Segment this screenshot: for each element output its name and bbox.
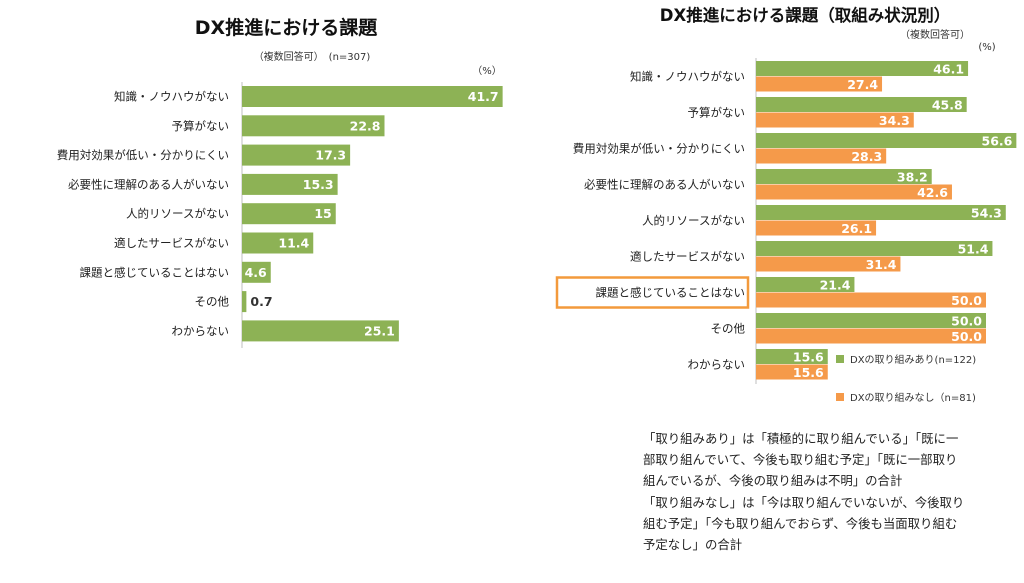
right-bar-with-dx <box>756 61 969 76</box>
right-category-label: 必要性に理解のある人がいない <box>584 178 745 192</box>
right-category-label: 予算がない <box>688 106 746 120</box>
right-bar-without-dx <box>756 364 828 380</box>
highlight-box <box>555 276 750 309</box>
right-value-label-without-dx: 50.0 <box>951 293 982 308</box>
right-value-label-with-dx: 50.0 <box>951 313 982 328</box>
right-category-label: その他 <box>711 322 746 336</box>
left-value-label: 41.7 <box>468 89 499 104</box>
right-value-label-without-dx: 34.3 <box>879 113 910 128</box>
right-category-label: 知識・ノウハウがない <box>630 70 745 84</box>
left-chart-title: DX推進における課題 <box>195 16 378 39</box>
right-bar-with-dx <box>756 277 855 292</box>
left-chart: 知識・ノウハウがない 41.7 予算がない 22.8 費用対効果が低い・分かりにくい 17… <box>57 82 503 348</box>
left-bar <box>242 320 399 342</box>
legend-label-with-dx: DXの取り組みあり(n=122) <box>850 353 976 366</box>
left-value-label: 25.1 <box>364 323 395 338</box>
right-value-label-with-dx: 38.2 <box>897 169 928 184</box>
footnote-line: 組んでいるが、今後の取り組みは不明」の合計 <box>643 473 903 489</box>
right-category-label: 課題と感じていることはない <box>596 286 746 300</box>
right-value-label-with-dx: 46.1 <box>933 61 964 76</box>
right-category-label: 人的リソースがない <box>642 214 745 228</box>
right-value-label-with-dx: 45.8 <box>932 97 963 112</box>
left-category-label: 課題と感じていることはない <box>80 265 230 279</box>
left-bar <box>242 291 247 313</box>
right-bar-without-dx <box>756 76 883 92</box>
right-chart-subtitle: （複数回答可） <box>900 28 970 41</box>
right-bar-with-dx <box>756 241 993 256</box>
right-value-label-without-dx: 42.6 <box>917 185 948 200</box>
left-value-label: 15.3 <box>303 177 334 192</box>
right-category-label: 適したサービスがない <box>630 250 745 264</box>
right-bar-with-dx <box>756 169 932 184</box>
footnote-line: 部取り組んでいて、今後も取り組む予定」「既に一部取り <box>643 452 958 468</box>
left-bar <box>242 115 385 137</box>
left-bar <box>242 203 336 225</box>
right-value-label-without-dx: 27.4 <box>847 77 878 92</box>
right-bar-with-dx <box>756 313 986 328</box>
right-bar-without-dx <box>756 292 986 308</box>
footnote: 「取り組みあり」は「積極的に取り組んでいる」「既に一 部取り組んでいて、今後も取… <box>643 428 1013 555</box>
legend-label-without-dx: DXの取り組みなし（n=81) <box>850 391 976 404</box>
footnote-line: 組む予定」「今も取り組んでおらず、今後も当面取り組む <box>643 515 958 531</box>
right-value-label-without-dx: 26.1 <box>841 221 872 236</box>
right-category-label: 費用対効果が低い・分かりにくい <box>573 142 745 156</box>
left-category-label: 知識・ノウハウがない <box>114 90 229 104</box>
left-value-label: 4.6 <box>245 265 267 280</box>
right-bar-without-dx <box>756 256 901 272</box>
right-value-label-without-dx: 15.6 <box>793 365 824 380</box>
legend-swatch-without-dx <box>836 393 844 401</box>
right-value-label-with-dx: 51.4 <box>958 241 989 256</box>
left-bar <box>242 86 503 107</box>
right-bar-without-dx <box>756 220 877 236</box>
left-bar <box>242 173 338 195</box>
left-value-label: 17.3 <box>315 148 346 163</box>
footnote-line: 「取り組みなし」は「今は取り組んでいないが、今後取り <box>643 494 965 510</box>
right-value-label-with-dx: 15.6 <box>793 349 824 364</box>
right-category-label: わからない <box>688 358 746 372</box>
right-chart-title: DX推進における課題（取組み状況別） <box>660 5 950 25</box>
right-bar-with-dx <box>756 97 967 112</box>
right-bar-with-dx <box>756 133 1017 148</box>
left-category-label: 予算がない <box>172 119 230 133</box>
right-bar-without-dx <box>756 112 914 128</box>
left-chart-unit: （%） <box>472 65 502 77</box>
footnote-line: 予定なし」の合計 <box>643 537 743 553</box>
right-bar-with-dx <box>756 205 1006 220</box>
right-value-label-with-dx: 56.6 <box>982 133 1013 148</box>
right-bar-with-dx <box>756 349 828 364</box>
legend-swatch-with-dx <box>836 355 844 363</box>
left-category-label: 必要性に理解のある人がいない <box>68 177 229 191</box>
left-value-label: 11.4 <box>278 236 309 251</box>
right-chart: 知識・ノウハウがない 46.1 27.4 予算がない 45.8 34.3 費用対効果が低い・… <box>555 58 1017 384</box>
left-chart-subtitle: （複数回答可） (n=307) <box>254 50 371 63</box>
left-category-label: 費用対効果が低い・分かりにくい <box>57 148 229 162</box>
right-bar-without-dx <box>756 328 986 344</box>
right-chart-unit: (%) <box>978 42 995 53</box>
left-category-label: 適したサービスがない <box>114 236 229 250</box>
footnote-line: 「取り組みあり」は「積極的に取り組んでいる」「既に一 <box>643 431 959 446</box>
right-bar-without-dx <box>756 184 952 200</box>
legend: DXの取り組みあり(n=122) DXの取り組みなし（n=81) <box>836 353 976 404</box>
left-bar <box>242 232 314 254</box>
right-value-label-with-dx: 21.4 <box>820 277 851 292</box>
left-category-label: わからない <box>172 324 230 338</box>
left-bar <box>242 261 271 283</box>
right-value-label-without-dx: 28.3 <box>851 149 882 164</box>
right-value-label-without-dx: 31.4 <box>866 257 897 272</box>
left-value-label: 15 <box>314 206 331 221</box>
right-value-label-without-dx: 50.0 <box>951 329 982 344</box>
left-category-label: 人的リソースがない <box>126 207 229 221</box>
left-value-label: 0.7 <box>250 294 272 309</box>
left-category-label: その他 <box>195 295 230 309</box>
left-bar <box>242 144 351 166</box>
right-value-label-with-dx: 54.3 <box>971 205 1002 220</box>
left-value-label: 22.8 <box>350 118 381 133</box>
right-bar-without-dx <box>756 148 887 164</box>
